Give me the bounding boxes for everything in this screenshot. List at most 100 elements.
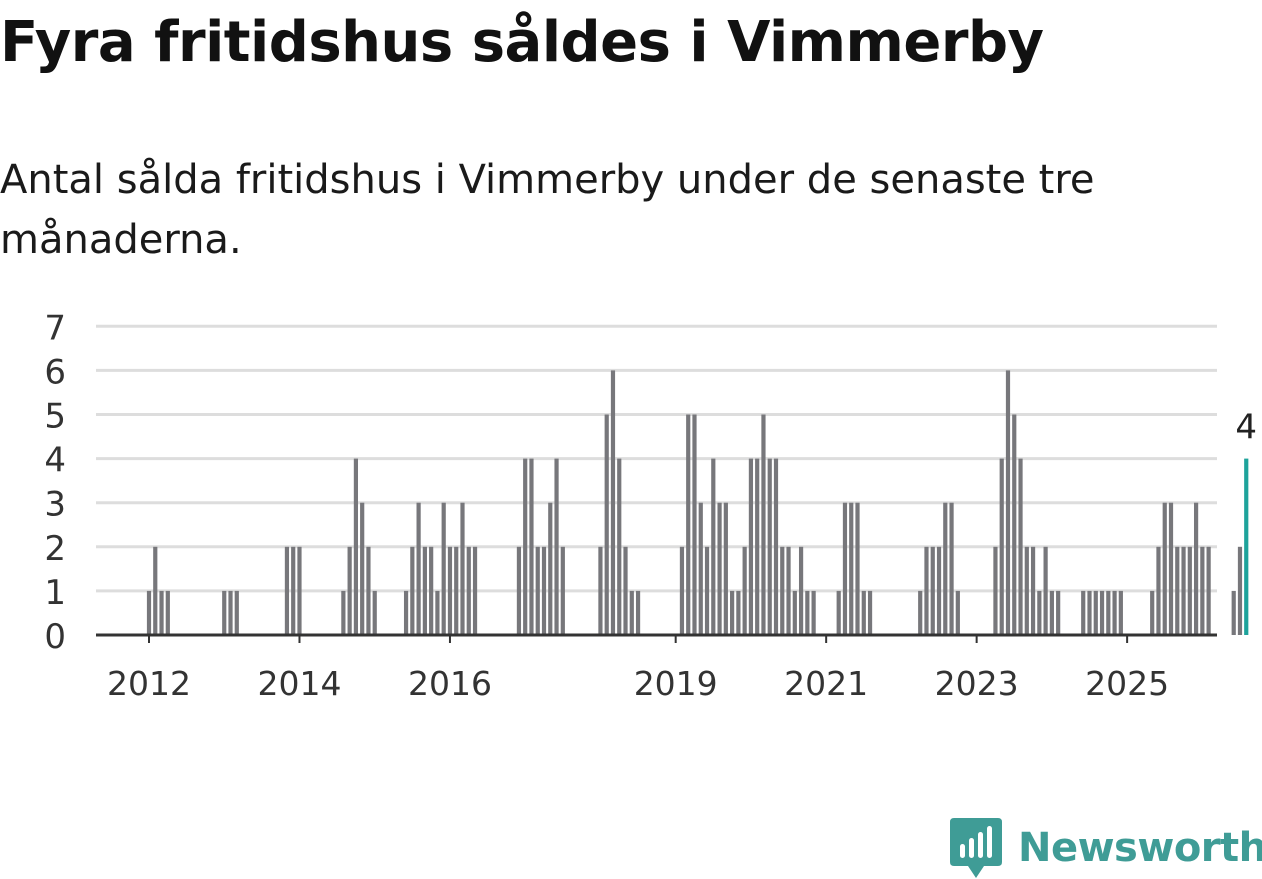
bar [372, 590, 377, 635]
y-tick-label: 1 [44, 573, 66, 613]
bar [541, 546, 547, 635]
highlight-value-label: 4 [1235, 408, 1257, 448]
x-tick-label: 2012 [107, 664, 191, 703]
bar [523, 458, 528, 635]
x-tick-label: 2019 [634, 664, 718, 703]
bar [222, 590, 227, 635]
x-tick-label: 2021 [784, 664, 868, 703]
bar [748, 458, 754, 635]
bar [234, 590, 239, 635]
bar [918, 590, 923, 635]
y-tick-label: 5 [44, 397, 66, 437]
chart-title: Fyra fritidshus såldes i Vimmerby [0, 10, 1044, 75]
bar [454, 546, 459, 635]
bar [692, 414, 697, 635]
bar [228, 590, 233, 635]
bar [786, 546, 791, 635]
newsworthy-logo-icon [950, 818, 1002, 878]
bar [993, 546, 998, 635]
bar [284, 546, 290, 635]
bar [429, 546, 434, 635]
x-tick-label: 2023 [935, 664, 1019, 703]
bar [780, 546, 785, 635]
bar [842, 502, 848, 635]
bar [1231, 590, 1236, 635]
bar [1030, 546, 1036, 635]
bar [1175, 546, 1180, 635]
y-tick-label: 0 [44, 617, 66, 657]
bar [836, 590, 841, 635]
bar [736, 590, 741, 635]
bar [441, 502, 446, 635]
bar [1018, 458, 1023, 635]
bar [773, 458, 779, 635]
bar [366, 546, 371, 635]
bar [516, 546, 522, 635]
bar [347, 546, 352, 635]
bar [849, 502, 854, 635]
bar [867, 590, 873, 635]
bar-highlight [1244, 458, 1249, 635]
x-tick-label: 2016 [408, 664, 492, 703]
bar [341, 590, 346, 635]
y-tick-label: 7 [44, 308, 66, 348]
bars [146, 370, 1249, 635]
bar [548, 502, 553, 635]
bar [422, 546, 427, 635]
bar [999, 458, 1004, 635]
bar [792, 590, 797, 635]
bar [1150, 590, 1155, 635]
bar [460, 502, 465, 635]
bar [435, 590, 440, 635]
bar [936, 546, 942, 635]
bar [767, 458, 772, 635]
bar [730, 590, 735, 635]
bar [403, 590, 409, 635]
y-tick-label: 6 [44, 352, 66, 392]
bar [1087, 590, 1092, 635]
bar [1200, 546, 1205, 635]
chart-subtitle: Antal sålda fritidshus i Vimmerby under … [0, 157, 1095, 263]
bar [742, 546, 747, 635]
gridlines [96, 324, 1217, 593]
bar [291, 546, 296, 635]
bar [466, 546, 471, 635]
bar [604, 414, 609, 635]
bar [629, 590, 634, 635]
bar [360, 502, 365, 635]
bar [535, 546, 540, 635]
bar [717, 502, 722, 635]
bar [472, 546, 478, 635]
bar [711, 458, 716, 635]
bar [1162, 502, 1167, 635]
y-tick-label: 2 [44, 529, 66, 569]
bar [353, 458, 359, 635]
bar [1093, 590, 1098, 635]
bar [761, 414, 766, 635]
bar [635, 590, 641, 635]
bar [1181, 546, 1186, 635]
bar [165, 590, 170, 635]
y-tick-label: 3 [44, 485, 66, 525]
bar [698, 502, 703, 635]
x-tick-label: 2025 [1085, 664, 1169, 703]
bar [297, 546, 302, 635]
bar [610, 370, 616, 635]
newsworthy-logo-text: Newsworthy [1018, 825, 1262, 871]
bar [1081, 590, 1086, 635]
bar [560, 546, 565, 635]
bar [1193, 502, 1199, 635]
bar [811, 590, 816, 635]
newsworthy-logo: Newsworthy [950, 818, 1262, 878]
bar [1237, 546, 1243, 635]
bar [704, 546, 710, 635]
y-tick-label: 4 [44, 441, 66, 481]
bar [1005, 370, 1011, 635]
bar [623, 546, 628, 635]
bar [529, 458, 534, 635]
bar [617, 458, 622, 635]
bar [1012, 414, 1017, 635]
bar [1043, 546, 1048, 635]
bar [1206, 546, 1211, 635]
